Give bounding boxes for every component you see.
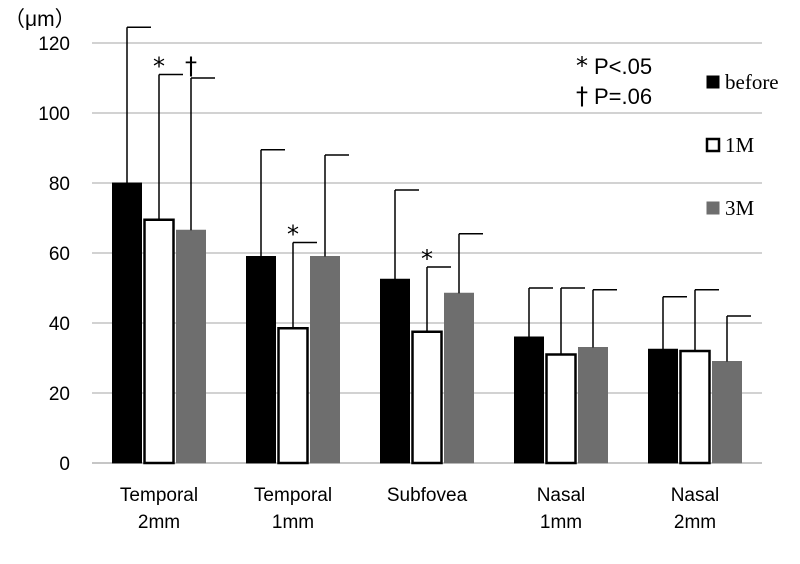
bar-before [246, 256, 276, 464]
x-axis-category-labels: Temporal 2mm Temporal 1mm Subfovea Nasal 1mm Na… [120, 485, 719, 533]
significance-key: * P<.05† P=.06 [576, 52, 652, 110]
bar-3m [578, 347, 608, 464]
legend-label-before: before [725, 70, 779, 94]
error-bars [126, 26, 751, 362]
legend-swatch-3m [706, 201, 720, 215]
x-category-label: 1mm [540, 512, 582, 533]
x-category-label: Nasal [537, 485, 586, 506]
y-tick-label: 20 [49, 384, 70, 405]
bar-1m [143, 218, 175, 465]
x-category-label: 2mm [138, 512, 180, 533]
y-tick-label: 100 [38, 104, 70, 125]
x-category-label: Subfovea [387, 485, 468, 506]
bar-3m [176, 229, 206, 464]
significance-key-text: P=.06 [594, 84, 652, 109]
bar-before [648, 348, 678, 464]
bar-1m [277, 327, 309, 465]
x-category-label: 2mm [674, 512, 716, 533]
significance-key-symbol: † [576, 82, 588, 110]
legend-swatch-1m [705, 137, 721, 153]
significance-key-symbol: * [576, 52, 588, 80]
bars [112, 182, 742, 465]
bar-1m [545, 353, 577, 465]
y-tick-label: 80 [49, 174, 70, 195]
significance-key-text: P<.05 [594, 54, 652, 79]
x-category-label: Temporal [254, 485, 332, 506]
x-category-label: Temporal [120, 485, 198, 506]
bar-3m [310, 256, 340, 464]
legend-label-3m: 3M [725, 196, 755, 220]
y-tick-label: 120 [38, 34, 70, 55]
significance-mark: † [185, 52, 197, 80]
legend-swatch-before [706, 75, 720, 89]
significance-mark: * [421, 245, 433, 273]
x-category-label: Nasal [671, 485, 720, 506]
bar-before [380, 278, 410, 464]
y-tick-label: 60 [49, 244, 70, 265]
y-axis-ticks: 0 20 40 60 80 100 120 [38, 34, 70, 475]
bar-1m [411, 330, 443, 465]
significance-mark: * [287, 221, 299, 249]
bar-3m [444, 292, 474, 464]
significance-mark: * [153, 53, 165, 81]
bar-3m [712, 361, 742, 464]
y-axis-unit-label: （μm） [4, 8, 76, 31]
x-category-label: 1mm [272, 512, 314, 533]
significance-marks: * † * * [153, 52, 433, 273]
legend: before 1M 3M [705, 70, 779, 220]
y-tick-label: 0 [59, 454, 70, 475]
bar-1m [679, 349, 711, 465]
bar-before [112, 182, 142, 464]
legend-label-1m: 1M [725, 133, 755, 157]
y-tick-label: 40 [49, 314, 70, 335]
bar-before [514, 336, 544, 464]
